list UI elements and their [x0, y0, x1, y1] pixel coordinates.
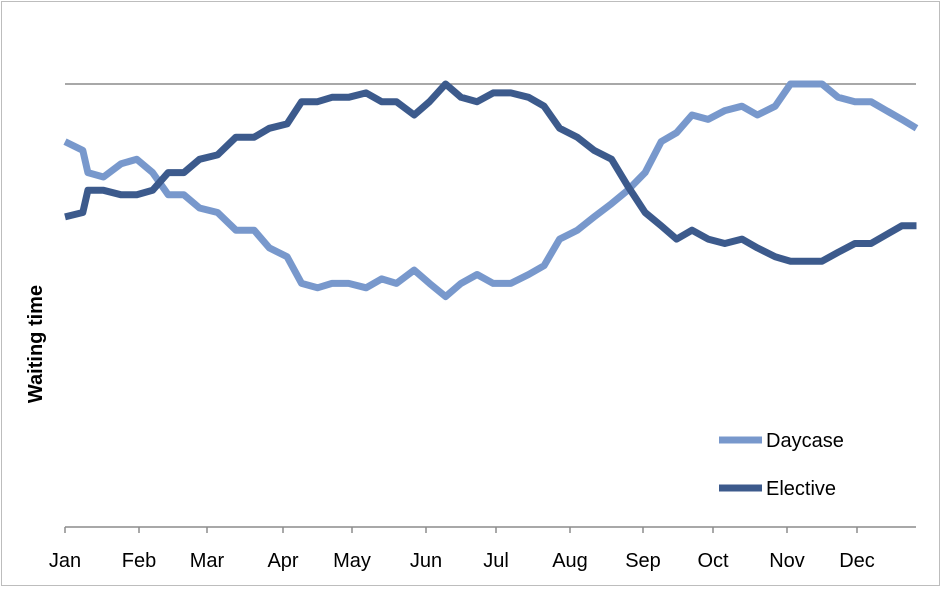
x-tick-label: Nov — [769, 550, 805, 572]
x-tick-label: Dec — [839, 550, 875, 572]
series-line-elective — [64, 80, 917, 265]
series-line-daycase — [63, 80, 919, 301]
legend-label-daycase: Daycase — [766, 430, 844, 452]
x-tick-label: Sep — [625, 550, 661, 572]
y-axis-title: Waiting time — [25, 285, 47, 403]
x-tick-label: Jun — [410, 550, 442, 572]
x-tick-label: May — [333, 550, 371, 572]
x-tick-label: Oct — [697, 550, 729, 572]
x-tick-label: Jan — [49, 550, 81, 572]
x-tick-label: Jul — [483, 550, 509, 572]
x-tick-label: Aug — [552, 550, 588, 572]
x-tick-label: Feb — [122, 550, 156, 572]
legend-label-elective: Elective — [766, 478, 836, 500]
x-tick-label: Apr — [267, 550, 298, 572]
x-tick-label: Mar — [190, 550, 225, 572]
